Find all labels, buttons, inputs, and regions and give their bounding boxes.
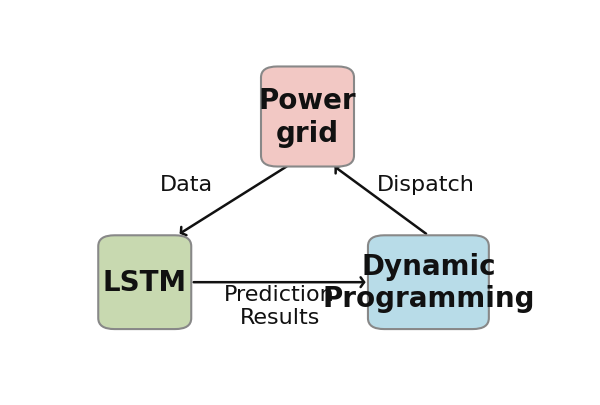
Text: Dispatch: Dispatch [377,174,475,194]
Text: Prediction
Results: Prediction Results [224,284,335,327]
Text: LSTM: LSTM [103,269,187,296]
Text: Power
grid: Power grid [259,87,356,147]
FancyBboxPatch shape [98,236,191,329]
Text: Dynamic
Programming: Dynamic Programming [322,252,535,313]
FancyBboxPatch shape [368,236,489,329]
Text: Data: Data [160,174,213,194]
FancyBboxPatch shape [261,67,354,167]
